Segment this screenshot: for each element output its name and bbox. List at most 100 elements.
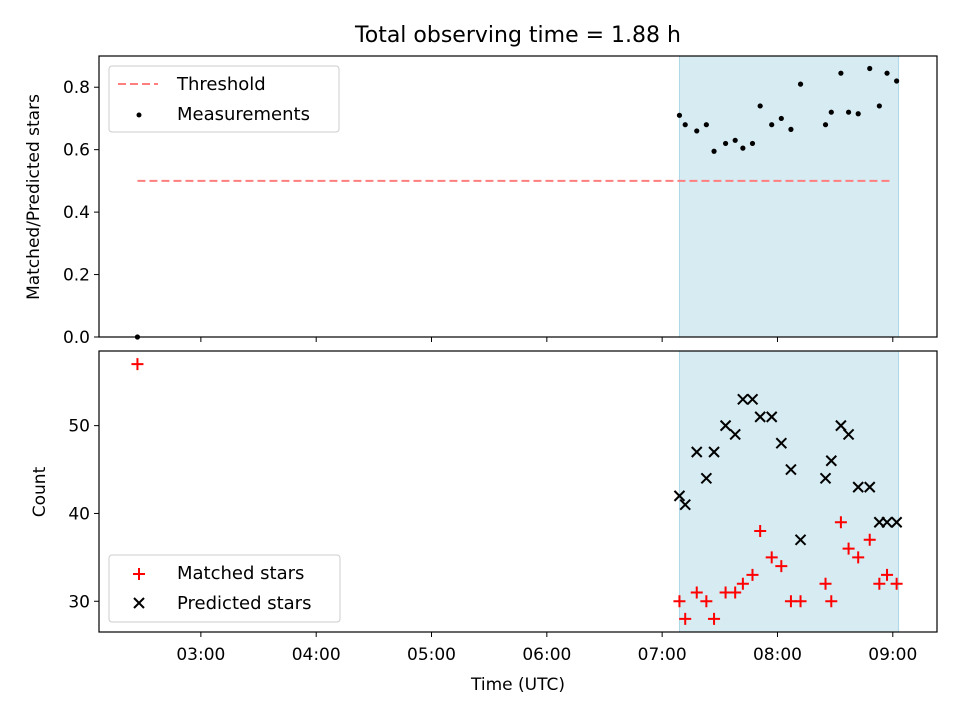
y-tick-label: 50 bbox=[68, 417, 90, 437]
matched-star-point bbox=[825, 595, 838, 608]
predicted-star-point bbox=[785, 463, 797, 476]
y-tick-label: 0.0 bbox=[63, 328, 90, 348]
top-axes-frame bbox=[98, 55, 938, 338]
predicted-star-point bbox=[819, 472, 832, 485]
measurement-point bbox=[749, 140, 756, 147]
x-tick-label: 09:00 bbox=[868, 645, 917, 665]
measurement-point bbox=[788, 126, 794, 132]
measurement-point bbox=[740, 145, 746, 151]
measurement-point bbox=[682, 122, 688, 128]
predicted-star-point bbox=[673, 490, 686, 502]
legend-matched-swatch bbox=[133, 568, 145, 580]
x-tick-label: 08:00 bbox=[753, 645, 802, 665]
matched-star-point bbox=[679, 612, 692, 625]
legend-matched-label: Matched stars bbox=[177, 563, 304, 584]
measurement-point bbox=[732, 137, 738, 143]
measurement-point bbox=[867, 65, 873, 72]
predicted-star-point bbox=[737, 393, 749, 406]
predicted-star-point bbox=[890, 516, 903, 528]
y-tick-label: 0.6 bbox=[63, 141, 90, 161]
y-tick-label: 40 bbox=[68, 504, 90, 524]
matched-star-point bbox=[673, 595, 686, 608]
matched-star-point bbox=[794, 595, 807, 608]
y-tick-label: 0.4 bbox=[63, 203, 90, 223]
matched-star-point bbox=[729, 586, 742, 599]
y-tick-label: 0.8 bbox=[63, 78, 90, 98]
measurement-point bbox=[884, 70, 890, 76]
matched-star-point bbox=[690, 586, 703, 599]
top-legend: Threshold Measurements bbox=[108, 65, 340, 133]
x-tick-label: 04:00 bbox=[292, 645, 341, 665]
matched-star-point bbox=[746, 568, 759, 581]
bottom-legend: Matched stars Predicted stars bbox=[108, 554, 341, 623]
matched-star-point bbox=[708, 612, 721, 625]
predicted-star-point bbox=[775, 437, 788, 449]
measurement-point bbox=[676, 112, 683, 118]
legend-measurements-label: Measurements bbox=[177, 104, 310, 125]
matched-star-point bbox=[881, 568, 894, 581]
top-y-ticks: 0.0 0.2 0.4 0.6 0.8 bbox=[63, 78, 99, 348]
predicted-star-point bbox=[708, 446, 720, 458]
top-x-ticks bbox=[200, 337, 894, 342]
matched-star-point bbox=[873, 577, 886, 590]
bottom-legend-box bbox=[108, 554, 341, 623]
bottom-series-layer bbox=[131, 358, 903, 625]
predicted-star-point bbox=[700, 472, 713, 485]
top-y-axis-label: Matched/Predicted stars bbox=[24, 94, 44, 300]
bottom-y-ticks: 30 40 50 bbox=[68, 417, 99, 612]
matched-star-point bbox=[765, 551, 778, 564]
predicted-star-point bbox=[881, 516, 893, 528]
matched-star-point bbox=[754, 525, 767, 538]
observing-span-top bbox=[678, 55, 900, 338]
predicted-star-point bbox=[754, 411, 766, 423]
matched-star-point bbox=[700, 595, 713, 608]
legend-predicted-label: Predicted stars bbox=[177, 593, 311, 614]
measurement-point bbox=[828, 109, 834, 115]
top-legend-box bbox=[108, 65, 340, 133]
predicted-star-point bbox=[852, 481, 864, 493]
measurement-point bbox=[694, 128, 700, 134]
x-tick-label: 07:00 bbox=[638, 645, 687, 665]
x-tick-label: 03:00 bbox=[176, 645, 225, 665]
measurement-point bbox=[855, 111, 861, 117]
y-tick-label: 0.2 bbox=[63, 266, 90, 286]
predicted-star-point bbox=[765, 411, 778, 423]
y-tick-label: 30 bbox=[68, 592, 90, 612]
matched-star-point bbox=[890, 577, 903, 590]
predicted-star-point bbox=[719, 419, 732, 432]
measurement-point bbox=[894, 78, 900, 84]
measurement-point bbox=[797, 81, 804, 87]
predicted-star-point bbox=[842, 428, 855, 441]
predicted-star-point bbox=[679, 498, 691, 511]
legend-threshold-label: Threshold bbox=[176, 74, 266, 95]
bottom-x-ticks: 03:00 04:00 05:00 06:00 07:00 08:00 09:00 bbox=[176, 632, 917, 665]
matched-star-point bbox=[852, 551, 865, 564]
x-tick-label: 05:00 bbox=[407, 645, 456, 665]
measurement-point bbox=[845, 109, 852, 115]
figure-title: Total observing time = 1.88 h bbox=[354, 23, 681, 48]
measurement-point bbox=[778, 115, 784, 122]
matched-star-point bbox=[842, 542, 855, 555]
x-tick-label: 06:00 bbox=[522, 645, 571, 665]
legend-predicted-swatch bbox=[133, 597, 145, 609]
matched-star-point bbox=[863, 533, 876, 546]
matched-star-point bbox=[819, 577, 832, 590]
measurement-point bbox=[822, 122, 829, 128]
measurement-point bbox=[711, 148, 717, 154]
legend-measurements-swatch bbox=[136, 112, 142, 118]
predicted-star-point bbox=[864, 481, 876, 493]
predicted-star-point bbox=[746, 393, 759, 406]
predicted-star-point bbox=[794, 534, 807, 546]
measurement-point bbox=[769, 122, 775, 128]
measurement-point bbox=[838, 70, 844, 76]
predicted-star-point bbox=[691, 446, 703, 458]
measurement-point bbox=[722, 140, 729, 147]
measurement-point bbox=[757, 103, 763, 109]
matched-star-point bbox=[131, 358, 144, 371]
predicted-star-point bbox=[825, 455, 837, 467]
x-axis-label: Time (UTC) bbox=[470, 675, 565, 695]
top-series-layer bbox=[134, 65, 900, 340]
top-panel: 0.00.20.40.60.8 Matched/Predicted stars … bbox=[24, 55, 938, 348]
bottom-axes-frame bbox=[98, 350, 938, 633]
